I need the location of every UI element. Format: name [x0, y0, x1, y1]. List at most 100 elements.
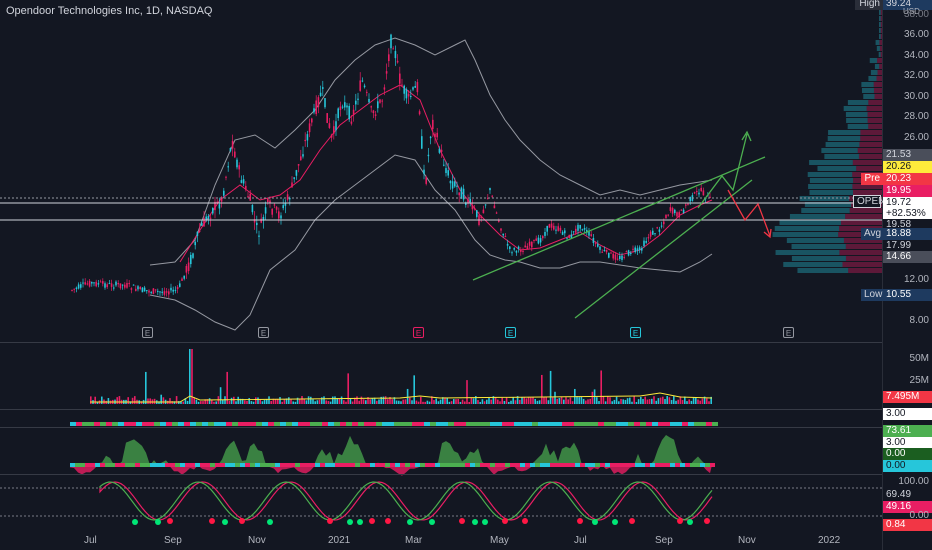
- candle-body: [601, 251, 603, 253]
- earnings-marker[interactable]: E: [630, 327, 641, 338]
- candle-body: [119, 283, 122, 289]
- volume-profile-up: [775, 250, 840, 255]
- indicator1-cell: [538, 422, 544, 426]
- candle-body: [403, 85, 405, 94]
- volume-bar: [690, 400, 693, 404]
- volume-bar: [527, 397, 530, 404]
- candle-body: [709, 196, 711, 199]
- indicator1-cell: [430, 422, 436, 426]
- pane-separator[interactable]: [0, 342, 932, 343]
- indicator2-cell: [660, 463, 665, 467]
- earnings-marker[interactable]: E: [142, 327, 153, 338]
- chart-area[interactable]: Opendoor Technologies Inc, 1D, NASDAQ E …: [0, 0, 882, 550]
- candle-body: [676, 212, 678, 217]
- price-tag: 14.66: [883, 251, 932, 263]
- candle-body: [152, 288, 155, 295]
- volume-profile-up: [870, 70, 878, 75]
- volume-profile-up: [801, 208, 850, 213]
- volume-bar: [450, 401, 453, 404]
- time-axis[interactable]: Jul Sep Nov 2021 Mar May Jul Sep Nov 202…: [0, 530, 882, 550]
- indicator1-cell: [316, 422, 322, 426]
- pane-separator[interactable]: [0, 409, 932, 410]
- price-chart-svg[interactable]: [0, 0, 882, 550]
- indicator2-cell: [605, 463, 610, 467]
- candle-body: [148, 290, 150, 293]
- indicator1-cell: [232, 422, 238, 426]
- candle-body: [658, 229, 661, 232]
- candle-body: [234, 151, 236, 158]
- candle-body: [88, 280, 91, 287]
- candle-body: [319, 92, 322, 97]
- candle-body: [487, 197, 489, 199]
- indicator1-value: 3.00: [883, 408, 932, 420]
- candle-body: [454, 181, 456, 187]
- pane-separator[interactable]: [0, 427, 932, 428]
- indicator2-cell: [655, 463, 660, 467]
- stoch-k-line: [99, 481, 713, 521]
- candle-body: [405, 89, 408, 99]
- candle-body: [256, 222, 258, 226]
- volume-profile-down: [860, 136, 882, 141]
- candle-body: [333, 126, 335, 134]
- volume-bar: [345, 401, 347, 404]
- indicator2-cell: [435, 463, 440, 467]
- sell-signal-dot: [502, 518, 508, 524]
- candle-body: [390, 34, 392, 49]
- pane-separator[interactable]: [0, 474, 932, 475]
- earnings-marker[interactable]: E: [783, 327, 794, 338]
- candle-body: [537, 237, 540, 244]
- volume-bar: [681, 400, 684, 404]
- volume-bar: [670, 400, 673, 404]
- candle-body: [355, 100, 357, 105]
- candle-body: [535, 238, 537, 241]
- volume-bar: [431, 396, 433, 404]
- indicator2-cell: [165, 463, 170, 467]
- candle-body: [548, 224, 551, 228]
- volume-bar: [554, 391, 556, 404]
- volume-bar: [611, 401, 613, 404]
- indicator1-cell: [172, 422, 178, 426]
- candle-body: [183, 275, 185, 279]
- chart-title: Opendoor Technologies Inc, 1D, NASDAQ: [6, 5, 213, 17]
- volume-bar: [483, 401, 486, 404]
- indicator1-cell: [118, 422, 124, 426]
- candle-body: [432, 119, 434, 130]
- volume-bar: [624, 399, 627, 404]
- bollinger-upper: [149, 37, 713, 266]
- price-axis[interactable]: High 39.24 USD 38.00 36.00 34.00 32.00 3…: [853, 0, 932, 550]
- indicator2-cell: [150, 463, 155, 467]
- candle-body: [440, 149, 443, 152]
- indicator2-cell: [695, 463, 700, 467]
- candle-body: [564, 230, 566, 234]
- indicator2-cell: [115, 463, 120, 467]
- volume-bar: [547, 400, 550, 404]
- volume-bar: [101, 396, 103, 404]
- volume-bar: [455, 399, 457, 404]
- volume-bar: [699, 400, 701, 404]
- indicator1-cell: [484, 422, 490, 426]
- volume-bar: [360, 396, 363, 404]
- volume-bar: [677, 399, 679, 404]
- indicator2-cell: [385, 463, 390, 467]
- earnings-marker[interactable]: E: [413, 327, 424, 338]
- earnings-marker[interactable]: E: [505, 327, 516, 338]
- candle-body: [674, 209, 676, 214]
- indicator1-cell: [550, 422, 556, 426]
- candle-body: [284, 203, 287, 206]
- volume-bar: [488, 397, 490, 404]
- earnings-marker[interactable]: E: [258, 327, 269, 338]
- indicator2-cell: [685, 463, 690, 467]
- indicator2-cell: [180, 463, 185, 467]
- indicator2-value: 3.00: [883, 437, 932, 449]
- volume-profile: [772, 10, 882, 273]
- price-tag: 20.26: [883, 161, 932, 173]
- indicator2-cell: [160, 463, 165, 467]
- indicator2-cell: [650, 463, 655, 467]
- indicator1-cell: [478, 422, 484, 426]
- candle-body: [429, 136, 432, 139]
- indicator2-cell: [710, 463, 715, 467]
- indicator2-cell: [555, 463, 560, 467]
- volume-bar: [354, 397, 356, 404]
- volume-bar: [349, 398, 352, 404]
- volume-profile-up: [861, 82, 874, 87]
